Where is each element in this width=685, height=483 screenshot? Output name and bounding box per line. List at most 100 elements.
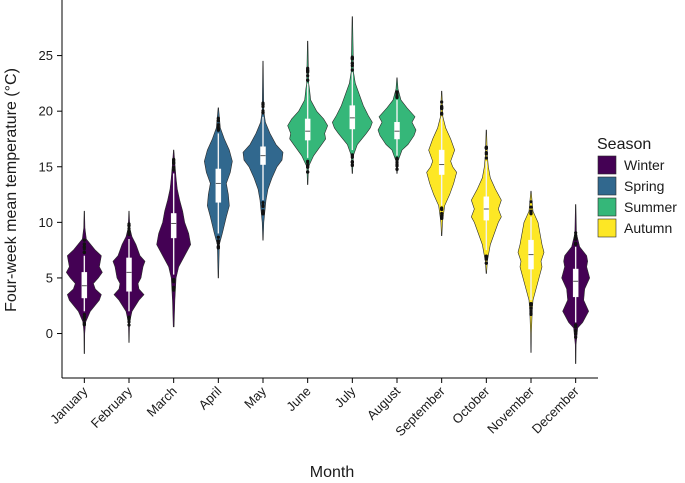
y-axis-ticks: 0 5 10 15 20 25: [39, 48, 62, 341]
outlier-point: [440, 100, 443, 103]
violin-august: [378, 78, 416, 174]
outlier-point: [485, 151, 488, 154]
outlier-point: [83, 242, 86, 245]
outlier-point: [485, 256, 488, 259]
y-axis-label: Four-week mean temperature (°C): [3, 68, 20, 312]
x-tick-label: November: [484, 383, 537, 436]
outlier-point: [395, 164, 398, 167]
violin-december: [562, 205, 590, 364]
outlier-point: [261, 103, 264, 106]
violin-february: [113, 211, 145, 342]
outlier-point: [529, 304, 532, 307]
outlier-point: [217, 123, 220, 126]
violin-may: [243, 61, 283, 240]
violin-iqr-box: [171, 213, 176, 237]
x-axis-label: Month: [310, 464, 354, 481]
legend: Season Winter Spring Summer Autumn: [597, 136, 677, 237]
outlier-point: [395, 168, 398, 171]
violin-iqr-box: [439, 150, 444, 174]
outlier-point: [306, 67, 309, 70]
legend-title: Season: [597, 136, 651, 153]
outlier-point: [395, 96, 398, 99]
outlier-point: [440, 214, 443, 217]
outlier-point: [217, 242, 220, 245]
violin-iqr-box: [216, 169, 221, 202]
outlier-point: [574, 332, 577, 335]
outlier-point: [127, 230, 130, 233]
x-tick-label: February: [88, 383, 136, 431]
outlier-point: [83, 321, 86, 324]
y-tick-label: 10: [39, 215, 53, 230]
violin-july: [332, 17, 372, 174]
outlier-point: [306, 170, 309, 173]
outlier-point: [217, 246, 220, 249]
outlier-point: [529, 307, 532, 310]
outlier-point: [574, 242, 577, 245]
outlier-point: [574, 336, 577, 339]
outlier-point: [127, 233, 130, 236]
y-tick-label: 5: [46, 270, 53, 285]
outlier-point: [351, 64, 354, 67]
legend-swatch-spring: [598, 177, 616, 195]
outlier-point: [261, 111, 264, 114]
violin-june: [288, 41, 328, 184]
violin-april: [204, 108, 232, 278]
outlier-point: [440, 112, 443, 115]
outlier-point: [83, 239, 86, 242]
y-tick-label: 20: [39, 104, 53, 119]
outlier-point: [172, 159, 175, 162]
outlier-point: [485, 156, 488, 159]
outlier-point: [127, 317, 130, 320]
violin-iqr-box: [127, 258, 132, 291]
outlier-point: [529, 200, 532, 203]
x-tick-label: July: [331, 383, 358, 410]
violin-september: [427, 91, 457, 236]
outlier-point: [395, 157, 398, 160]
x-tick-label: October: [449, 383, 493, 427]
x-tick-label: June: [283, 384, 314, 415]
x-tick-label: March: [144, 384, 180, 420]
legend-label-autumn: Autumn: [624, 220, 672, 236]
x-tick-label: December: [529, 383, 582, 436]
violin-iqr-box: [350, 106, 355, 129]
violin-iqr-box: [82, 272, 87, 298]
outlier-point: [83, 251, 86, 254]
violin-january: [66, 211, 102, 353]
outlier-point: [351, 154, 354, 157]
x-tick-label: August: [364, 383, 403, 422]
x-axis-ticks: JanuaryFebruary March April May June July Augu…: [47, 378, 582, 439]
x-tick-label: January: [47, 383, 91, 427]
outlier-point: [485, 261, 488, 264]
outlier-point: [172, 169, 175, 172]
outlier-point: [261, 201, 264, 204]
outlier-point: [529, 206, 532, 209]
violin-iqr-box: [573, 269, 578, 297]
outlier-point: [574, 329, 577, 332]
outlier-point: [351, 68, 354, 71]
outlier-point: [529, 210, 532, 213]
outlier-point: [217, 119, 220, 122]
outlier-point: [440, 206, 443, 209]
legend-swatch-autumn: [598, 219, 616, 237]
violin-march: [157, 150, 191, 327]
outlier-point: [574, 325, 577, 328]
outlier-point: [306, 79, 309, 82]
x-tick-label: September: [392, 383, 448, 439]
y-tick-label: 15: [39, 159, 53, 174]
legend-swatch-summer: [598, 198, 616, 216]
outlier-point: [127, 222, 130, 225]
outlier-point: [395, 92, 398, 95]
outlier-point: [127, 323, 130, 326]
outlier-point: [172, 278, 175, 281]
violin-iqr-box: [305, 119, 310, 140]
violin-november: [518, 191, 544, 352]
legend-entries: Winter Spring Summer Autumn: [598, 156, 677, 237]
outlier-point: [261, 211, 264, 214]
x-tick-label: April: [195, 383, 224, 412]
outlier-point: [261, 205, 264, 208]
outlier-point: [83, 313, 86, 316]
violin-iqr-box: [484, 197, 489, 220]
axes: 0510152025 JanuaryFebruary March April May J…: [39, 0, 598, 439]
violin-layer: [66, 17, 589, 364]
